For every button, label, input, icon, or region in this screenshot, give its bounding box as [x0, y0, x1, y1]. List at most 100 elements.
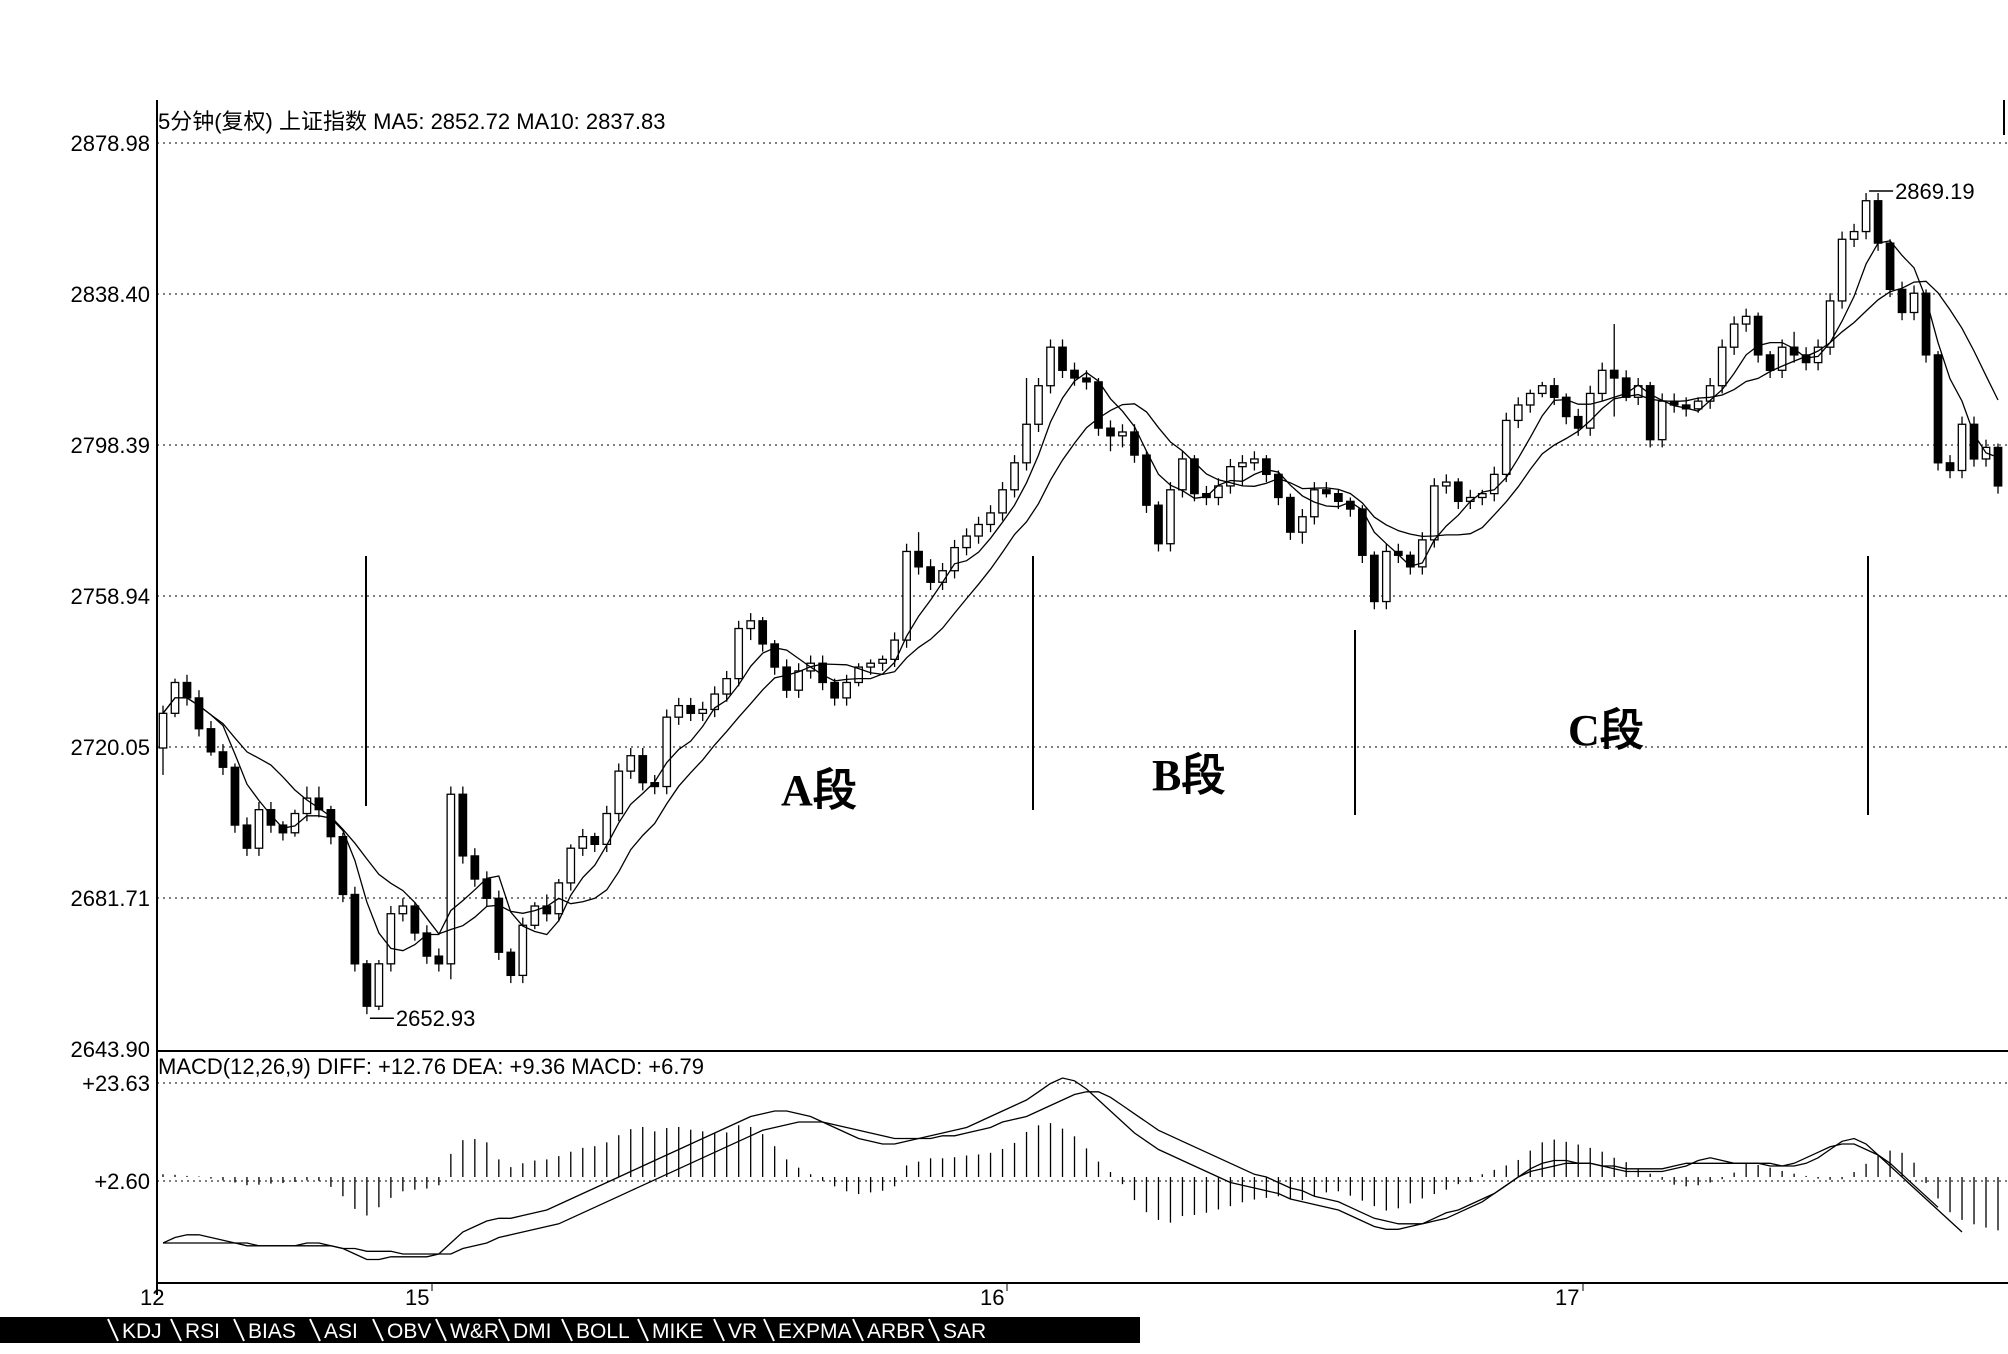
tab-separator	[372, 1318, 384, 1342]
candle-body-down	[1369, 554, 1379, 603]
indicator-tab[interactable]: EXPMA	[763, 1318, 852, 1343]
candle	[1058, 339, 1067, 379]
candle	[1262, 455, 1271, 483]
candle-body-down	[410, 905, 420, 934]
candle	[1333, 489, 1343, 510]
candle	[1489, 466, 1499, 502]
indicator-tab-label: KDJ	[122, 1320, 162, 1343]
candle	[854, 663, 863, 687]
candle	[1393, 543, 1403, 564]
tab-separator	[309, 1318, 321, 1342]
candle	[1369, 551, 1379, 610]
candle-body-up	[1250, 458, 1259, 464]
candle	[1909, 285, 1919, 321]
candle	[662, 709, 672, 795]
candle	[1969, 416, 1979, 467]
candle-body-up	[878, 658, 887, 664]
x-axis: 12 15 16 17	[140, 1283, 1584, 1310]
candle-body-down	[1142, 454, 1151, 506]
candle	[566, 844, 576, 891]
candle-body-up	[986, 512, 995, 526]
dea-line	[163, 1091, 1939, 1255]
indicator-tab[interactable]: ARBR	[852, 1318, 925, 1343]
candle	[1321, 482, 1331, 498]
candle	[362, 959, 372, 1015]
candle-body-down	[1921, 292, 1931, 356]
candle-body-up	[1813, 346, 1823, 364]
candle-body-up	[674, 704, 684, 718]
candle	[1357, 505, 1367, 564]
candle-body-down	[278, 824, 288, 834]
candle-body-up	[1657, 400, 1667, 441]
indicator-tab[interactable]: ASI	[309, 1318, 358, 1343]
macd-axis: +23.63 +2.60	[82, 1071, 2008, 1194]
candle-body-up	[1513, 404, 1523, 422]
candle-body-up	[1861, 200, 1871, 233]
candle	[1669, 393, 1679, 413]
high-annotation: 2869.19	[1869, 179, 1975, 204]
candle	[314, 786, 324, 818]
indicator-tab[interactable]: VR	[713, 1318, 757, 1343]
candle	[878, 655, 887, 671]
tab-separator	[233, 1318, 245, 1342]
indicator-tab[interactable]: BOLL	[561, 1318, 630, 1343]
candle	[1405, 551, 1415, 575]
candle	[1130, 424, 1139, 463]
candle	[326, 805, 336, 845]
indicator-tab-label: OBV	[387, 1320, 431, 1343]
indicator-tab[interactable]: W&R	[435, 1318, 499, 1343]
indicator-tab[interactable]: MIKE	[637, 1318, 703, 1343]
indicator-tab[interactable]: OBV	[372, 1318, 431, 1343]
candle-body-up	[1777, 346, 1787, 371]
candle-body-up	[1417, 539, 1427, 568]
macd-tick-label: +23.63	[82, 1071, 150, 1096]
candle	[1645, 381, 1655, 448]
candle-body-down	[1753, 315, 1763, 356]
candle	[1106, 420, 1115, 452]
candle-body-down	[1993, 446, 2003, 487]
indicator-tab[interactable]: RSI	[170, 1318, 220, 1343]
tab-separator	[852, 1318, 864, 1342]
candle	[1082, 370, 1091, 390]
tab-separator	[713, 1318, 725, 1342]
candle	[1501, 412, 1511, 483]
candle-body-up	[1118, 431, 1127, 437]
candle-body-down	[1333, 492, 1343, 502]
price-tick-label: 2798.39	[70, 433, 150, 458]
candle	[626, 748, 636, 779]
candle-body-down	[1202, 492, 1211, 499]
candle-body-down	[338, 835, 348, 896]
candle-body-up	[998, 489, 1007, 514]
price-tick-label: 2720.05	[70, 735, 150, 760]
candle	[914, 532, 923, 575]
indicator-tab[interactable]: SAR	[928, 1318, 986, 1343]
candle	[1298, 509, 1307, 544]
candle	[974, 516, 983, 544]
candle-body-up	[842, 681, 851, 699]
candle	[1561, 393, 1571, 425]
indicator-tab[interactable]: KDJ	[107, 1318, 162, 1343]
candle-body-up	[1693, 400, 1703, 410]
candle-body-up	[518, 924, 528, 977]
candle	[1921, 289, 1931, 363]
candlestick-series	[158, 193, 2003, 1015]
candle	[1837, 231, 1847, 309]
candle	[1849, 223, 1859, 247]
indicator-tab[interactable]: DMI	[498, 1318, 552, 1343]
x-tick-label: 16	[980, 1285, 1004, 1310]
macd-tick-label: +2.60	[94, 1169, 150, 1194]
candle-body-up	[1729, 323, 1739, 348]
candle	[1525, 389, 1535, 413]
segment-a-label: A段	[781, 766, 857, 815]
tab-separator	[107, 1318, 119, 1342]
candle-body-up	[1166, 489, 1175, 545]
candle-body-down	[1070, 369, 1079, 379]
indicator-tab[interactable]: BIAS	[233, 1318, 296, 1343]
segment-b-label: B段	[1152, 751, 1225, 800]
candle-body-up	[1238, 462, 1247, 468]
candle	[638, 748, 648, 791]
tab-separator	[763, 1318, 775, 1342]
candle-body-down	[926, 566, 935, 583]
candle	[590, 832, 600, 853]
indicator-tab-label: W&R	[450, 1320, 499, 1343]
